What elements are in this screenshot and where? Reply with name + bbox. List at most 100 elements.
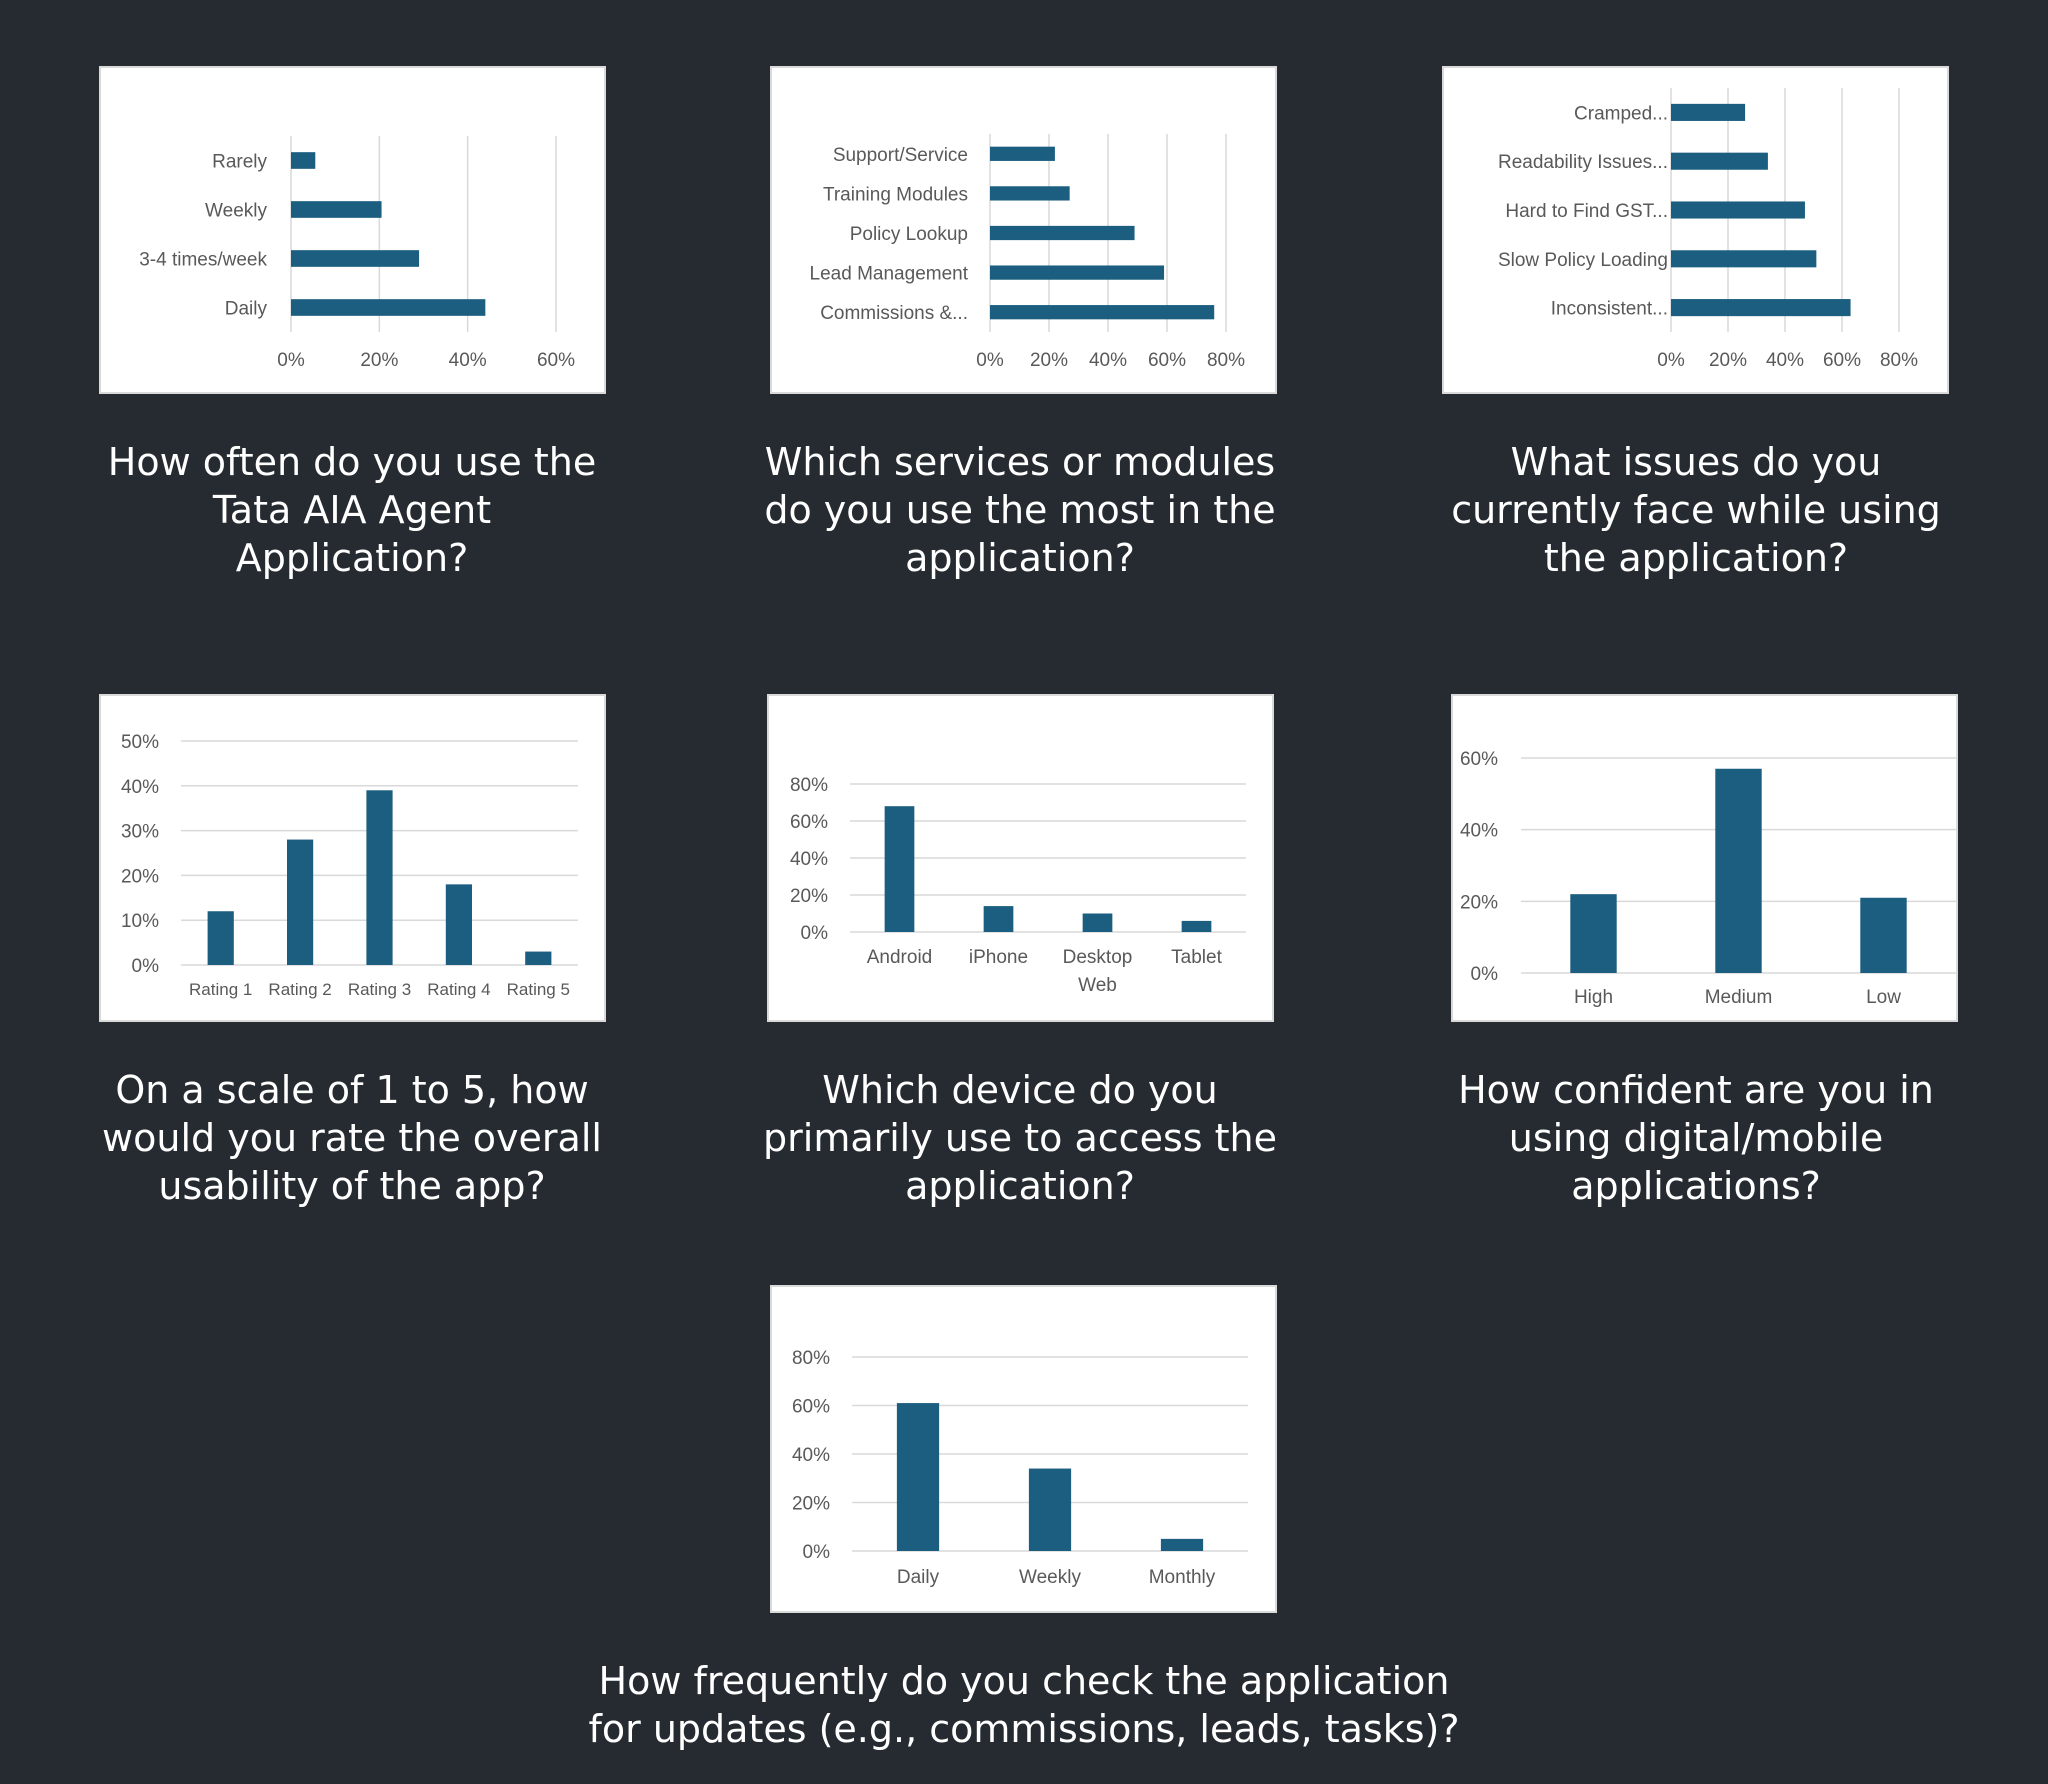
caption-line: would you rate the overall (102, 1116, 602, 1160)
bar (990, 146, 1055, 161)
question-caption: Which services or modules do you use the… (720, 438, 1320, 582)
issues-faced-chart: 0% 20% 40% 60% 80% Cramped... Readability Issu… (1498, 88, 1918, 371)
chart-panel-device-used: 0% 20% 40% 60% 80% Android iPhone Desktop Web Tab… (767, 694, 1274, 1022)
category-label: Low (1866, 987, 1901, 1008)
category-label: Desktop (1063, 947, 1133, 968)
bar (990, 225, 1135, 241)
category-label: Rating 3 (348, 980, 411, 999)
axis-tick-label: 40% (792, 1445, 830, 1466)
caption-line: Which device do you (822, 1068, 1218, 1112)
category-label: Rarely (212, 152, 267, 173)
axis-tick-label: 60% (1823, 350, 1861, 371)
bar (1671, 103, 1746, 121)
bar (1671, 201, 1805, 219)
axis-tick-label: 80% (790, 775, 828, 796)
bar (990, 186, 1070, 201)
category-label: Medium (1705, 987, 1773, 1008)
axis-tick-label: 40% (1766, 350, 1804, 371)
bar (990, 265, 1165, 280)
caption-line: for updates (e.g., commissions, leads, t… (588, 1707, 1460, 1751)
update-check-frequency-chart: 0% 20% 40% 60% 80% Daily Weekly Monthly (792, 1348, 1248, 1588)
axis-tick-label: 60% (537, 350, 575, 371)
axis-tick-label: 0% (132, 956, 160, 977)
category-label: Cramped... (1574, 103, 1668, 124)
caption-line: applications? (1571, 1164, 1821, 1208)
axis-tick-label: 20% (1460, 892, 1498, 913)
axis-tick-label: 20% (1030, 350, 1068, 371)
category-label: Rating 5 (507, 980, 570, 999)
axis-tick-label: 50% (121, 732, 159, 753)
question-caption: What issues do you currently face while … (1396, 438, 1996, 582)
axis-tick-label: 20% (792, 1494, 830, 1515)
category-label: Web (1078, 975, 1117, 996)
bar (1082, 913, 1113, 932)
bar (291, 299, 486, 316)
bar (1860, 897, 1907, 973)
caption-line: Application? (235, 536, 469, 580)
axis-tick-label: 0% (801, 923, 829, 944)
bar (1671, 299, 1851, 317)
bar (1671, 250, 1817, 268)
digital-confidence-chart: 0% 20% 40% 60% High Medium Low (1460, 749, 1956, 1008)
axis-tick-label: 80% (792, 1348, 830, 1369)
caption-line: How frequently do you check the applicat… (598, 1659, 1450, 1703)
caption-line: How confident are you in (1458, 1068, 1934, 1112)
question-caption: How often do you use the Tata AIA Agent … (52, 438, 652, 582)
axis-tick-label: 80% (1207, 350, 1245, 371)
bar (291, 250, 420, 267)
question-caption: How confident are you in using digital/m… (1396, 1066, 1996, 1210)
caption-line: Tata AIA Agent (212, 488, 492, 532)
axis-tick-label: 0% (1471, 964, 1499, 985)
axis-tick-label: 40% (790, 849, 828, 870)
category-label: Slow Policy Loading (1498, 250, 1668, 271)
category-label: Daily (897, 1567, 940, 1588)
caption-line: How often do you use the (107, 440, 597, 484)
caption-line: currently face while using (1451, 488, 1941, 532)
bar (207, 911, 234, 965)
bar (525, 951, 552, 965)
axis-tick-label: 80% (1880, 350, 1918, 371)
category-label: High (1574, 987, 1613, 1008)
category-label: Android (867, 947, 933, 968)
category-label: Training Modules (823, 184, 968, 205)
category-label: 3-4 times/week (139, 250, 267, 271)
usage-frequency-chart: 0% 20% 40% 60% Rarely Weekly 3-4 times/week Dai… (139, 136, 575, 371)
chart-panel-usability-rating: 0% 10% 20% 30% 40% 50% Rating 1 Rating 2 Rating … (99, 694, 606, 1022)
axis-tick-label: 60% (1148, 350, 1186, 371)
category-label: iPhone (969, 947, 1028, 968)
chart-panel-modules-used: 0% 20% 40% 60% 80% Support/Service Training Mo… (770, 66, 1277, 394)
caption-line: What issues do you (1510, 440, 1882, 484)
axis-tick-label: 10% (121, 911, 159, 932)
chart-panel-usage-frequency: 0% 20% 40% 60% Rarely Weekly 3-4 times/week Dai… (99, 66, 606, 394)
category-label: Policy Lookup (850, 224, 968, 245)
modules-used-chart: 0% 20% 40% 60% 80% Support/Service Training Mo… (810, 134, 1245, 371)
axis-tick-label: 20% (121, 866, 159, 887)
chart-panel-digital-confidence: 0% 20% 40% 60% High Medium Low (1451, 694, 1958, 1022)
category-label: Hard to Find GST... (1505, 201, 1668, 222)
bar (1028, 1468, 1072, 1551)
axis-tick-label: 20% (790, 886, 828, 907)
bar (983, 906, 1014, 932)
category-label: Weekly (1019, 1567, 1081, 1588)
axis-tick-label: 0% (1657, 350, 1685, 371)
bar (1181, 920, 1212, 932)
usability-rating-chart: 0% 10% 20% 30% 40% 50% Rating 1 Rating 2 Rating … (121, 732, 578, 999)
category-label: Rating 1 (189, 980, 252, 999)
axis-tick-label: 0% (277, 350, 305, 371)
axis-tick-label: 0% (976, 350, 1004, 371)
category-label: Daily (225, 299, 268, 320)
bar (1715, 768, 1762, 973)
bar (1570, 894, 1617, 973)
bar (366, 790, 393, 965)
axis-tick-label: 0% (803, 1542, 831, 1563)
axis-tick-label: 60% (1460, 749, 1498, 770)
chart-panel-update-check-frequency: 0% 20% 40% 60% 80% Daily Weekly Monthly (770, 1285, 1277, 1613)
bar (286, 839, 314, 965)
category-label: Monthly (1149, 1567, 1216, 1588)
bar (990, 305, 1215, 320)
caption-line: usability of the app? (158, 1164, 546, 1208)
category-label: Tablet (1171, 947, 1222, 968)
category-label: Weekly (205, 201, 267, 222)
axis-tick-label: 40% (449, 350, 487, 371)
category-label: Rating 2 (268, 980, 331, 999)
